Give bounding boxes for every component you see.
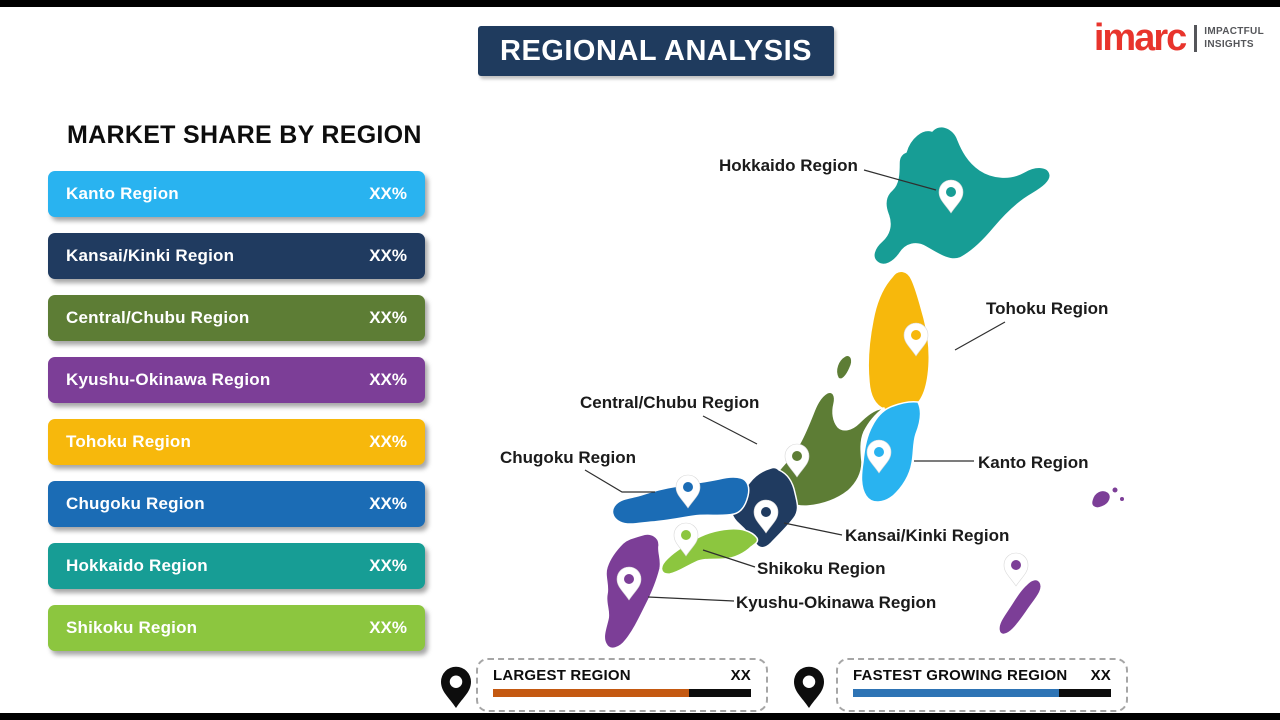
region-label: Tohoku Region <box>66 432 192 451</box>
bottom-black-strip <box>0 713 1280 720</box>
market-share-bar-chugoku: Chugoku Region XX% <box>48 481 425 527</box>
map-region-tohoku <box>867 270 930 413</box>
market-share-bar-hokkaido: Hokkaido Region XX% <box>48 543 425 589</box>
map-region-shikoku <box>660 528 759 575</box>
map-label-tohoku: Tohoku Region <box>986 299 1109 318</box>
page-title: REGIONAL ANALYSIS <box>478 26 834 76</box>
logo-tagline: IMPACTFUL INSIGHTS <box>1204 25 1264 51</box>
top-black-strip <box>0 0 1280 7</box>
region-share: XX% <box>369 246 407 265</box>
map-pin-shikoku <box>673 522 699 557</box>
map-region-kansai <box>730 466 799 549</box>
map-label-shikoku: Shikoku Region <box>757 559 886 578</box>
region-label: Hokkaido Region <box>66 556 208 575</box>
region-share: XX% <box>369 308 407 327</box>
map-label-kansai: Kansai/Kinki Region <box>845 526 1010 545</box>
connector-chugoku <box>584 469 655 493</box>
legend-fastest-pin-icon <box>794 666 824 708</box>
legend-fastest-label: FASTEST GROWING REGION <box>853 667 1068 684</box>
market-share-bar-kanto: Kanto Region XX% <box>48 171 425 217</box>
legend-fastest-growing-region: FASTEST GROWING REGION XX <box>836 658 1128 712</box>
legend-largest-bar <box>493 689 751 697</box>
map-region-okinawa-islands <box>1090 489 1112 509</box>
market-share-bar-kansai: Kansai/Kinki Region XX% <box>48 233 425 279</box>
legend-largest-label: LARGEST REGION <box>493 667 631 684</box>
market-share-bar-tohoku: Tohoku Region XX% <box>48 419 425 465</box>
connector-shikoku <box>702 549 756 568</box>
market-share-bar-shikoku: Shikoku Region XX% <box>48 605 425 651</box>
map-region-okinawa-islet-2 <box>1120 497 1124 501</box>
imarc-logo: imarc IMPACTFUL INSIGHTS <box>1093 17 1264 59</box>
map-region-okinawa-chain <box>998 578 1043 636</box>
market-share-heading: MARKET SHARE BY REGION <box>67 121 422 149</box>
region-label: Kansai/Kinki Region <box>66 246 235 265</box>
region-label: Chugoku Region <box>66 494 205 513</box>
legend-fastest-bar <box>853 689 1111 697</box>
legend-largest-bar-tip <box>689 689 751 697</box>
market-share-bar-kyushu: Kyushu-Okinawa Region XX% <box>48 357 425 403</box>
page-title-text: REGIONAL ANALYSIS <box>500 34 812 67</box>
market-share-bar-chubu: Central/Chubu Region XX% <box>48 295 425 341</box>
logo-separator <box>1194 25 1198 52</box>
map-pin-tohoku <box>903 322 929 357</box>
map-region-chugoku <box>611 476 750 525</box>
map-label-chubu: Central/Chubu Region <box>580 393 760 412</box>
map-region-sado-island <box>835 354 853 380</box>
map-region-kanto <box>860 401 922 503</box>
connector-kansai <box>783 522 843 536</box>
region-label: Central/Chubu Region <box>66 308 250 327</box>
connector-tohoku <box>954 321 1006 351</box>
map-pin-okinawa <box>1003 552 1029 587</box>
map-pin-kyushu <box>616 566 642 601</box>
region-share: XX% <box>369 432 407 451</box>
legend-fastest-value: XX <box>1090 667 1111 684</box>
region-label: Kanto Region <box>66 184 179 203</box>
region-share: XX% <box>369 494 407 513</box>
map-label-chugoku: Chugoku Region <box>500 448 636 467</box>
connector-hokkaido <box>863 169 937 191</box>
legend-fastest-bar-tip <box>1059 689 1111 697</box>
region-share: XX% <box>369 184 407 203</box>
legend-largest-bar-main <box>493 689 690 697</box>
map-region-chubu <box>773 391 885 507</box>
legend-largest-pin-icon <box>441 666 471 708</box>
connector-chubu <box>702 415 758 445</box>
market-share-list: Kanto Region XX% Kansai/Kinki Region XX%… <box>48 171 425 667</box>
map-region-kyushu <box>603 533 662 650</box>
logo-tagline-line2: INSIGHTS <box>1204 39 1254 50</box>
map-label-kanto: Kanto Region <box>978 453 1089 472</box>
legend-largest-region: LARGEST REGION XX <box>476 658 768 712</box>
logo-tagline-line1: IMPACTFUL <box>1204 26 1264 37</box>
region-share: XX% <box>369 556 407 575</box>
map-pin-kansai <box>753 499 779 534</box>
map-label-hokkaido: Hokkaido Region <box>719 156 858 175</box>
legend-fastest-bar-main <box>853 689 1060 697</box>
region-share: XX% <box>369 618 407 637</box>
map-region-hokkaido <box>873 125 1051 266</box>
region-share: XX% <box>369 370 407 389</box>
legend-largest-value: XX <box>730 667 751 684</box>
map-pin-kanto <box>866 439 892 474</box>
map-pin-chubu <box>784 443 810 478</box>
logo-brand-text: imarc <box>1093 17 1187 59</box>
map-pin-chugoku <box>675 474 701 509</box>
region-label: Shikoku Region <box>66 618 198 637</box>
map-region-okinawa-islet-1 <box>1112 487 1118 493</box>
map-label-kyushu: Kyushu-Okinawa Region <box>736 593 937 612</box>
map-pin-hokkaido <box>938 179 964 214</box>
region-label: Kyushu-Okinawa Region <box>66 370 271 389</box>
connector-kyushu <box>647 596 735 602</box>
